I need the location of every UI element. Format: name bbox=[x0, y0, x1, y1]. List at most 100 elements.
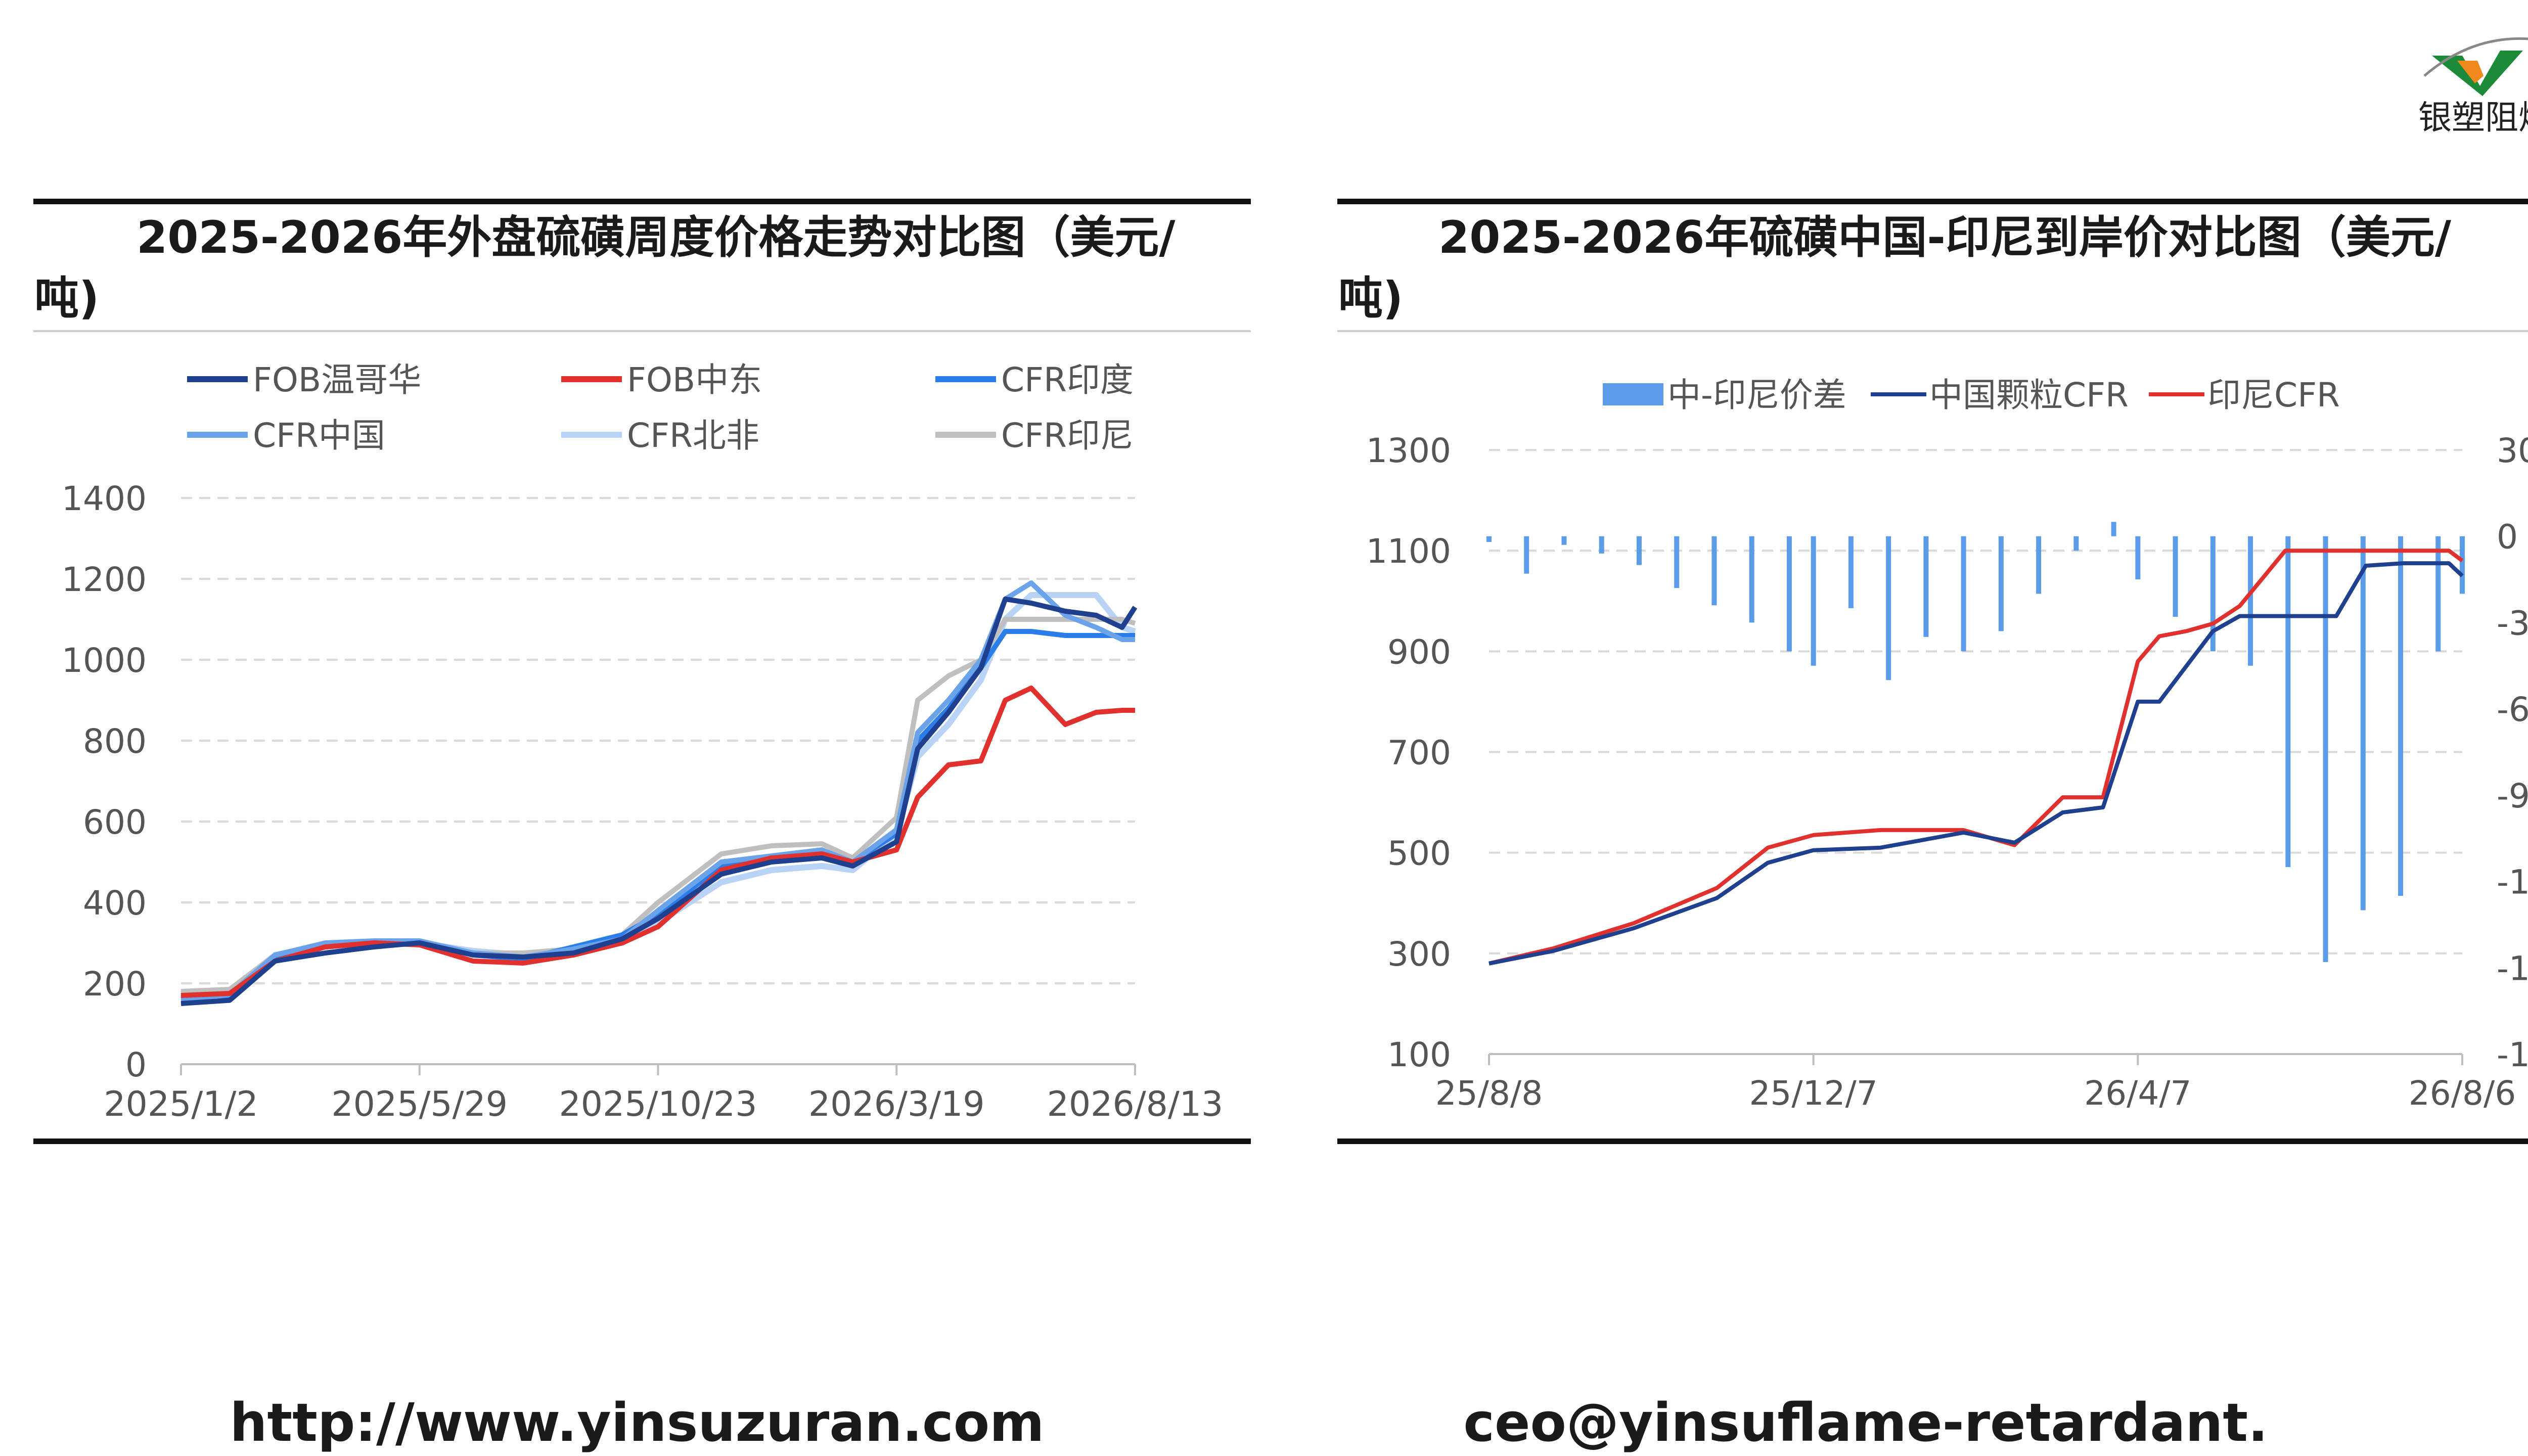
spread-bar bbox=[1636, 536, 1642, 565]
y-tick-label-right: 0 bbox=[2497, 518, 2518, 557]
series-line-1 bbox=[180, 686, 1135, 998]
chart-right-title: 2025-2026年硫磺中国-印尼到岸价对比图（美元/ bbox=[1438, 211, 2452, 263]
chart-right: 2025-2026年硫磺中国-印尼到岸价对比图（美元/ 吨) 100300500… bbox=[1337, 199, 2528, 1144]
x-tick-label: 2026/3/19 bbox=[808, 1084, 985, 1124]
chart-right-x-axis: 25/8/8 25/12/7 26/4/7 26/8/6 bbox=[1435, 1054, 2516, 1113]
legend-label: 中-印尼价差 bbox=[1667, 376, 1846, 415]
logo: 银塑阻燃 bbox=[2418, 37, 2528, 137]
chart-left-x-axis: 2025/1/2 2025/5/29 2025/10/23 2026/3/19 2026… bbox=[104, 1064, 1223, 1124]
logo-mark-icon bbox=[2423, 37, 2528, 96]
spread-bar bbox=[2360, 536, 2366, 911]
spread-bar bbox=[2173, 536, 2178, 617]
y-tick-label: 1200 bbox=[62, 560, 147, 599]
y-tick-label: 1000 bbox=[62, 641, 147, 680]
chart-right-y-axis-right: 30 0 -30 -60 -90 -12( -15( -18( bbox=[2497, 431, 2528, 1074]
footer-email[interactable]: ceo@yinsuflame-retardant. bbox=[1463, 1392, 2268, 1453]
y-tick-label-right: -30 bbox=[2497, 604, 2528, 643]
spread-bar bbox=[2036, 536, 2042, 594]
spread-bar bbox=[1749, 536, 1754, 623]
spread-bar bbox=[2285, 536, 2291, 868]
spread-bar bbox=[1923, 536, 1929, 637]
spread-bar bbox=[2210, 536, 2216, 652]
y-tick-label: 800 bbox=[83, 722, 147, 761]
y-tick-label-left: 300 bbox=[1387, 935, 1451, 974]
y-tick-label-left: 500 bbox=[1387, 834, 1451, 873]
series-line-2 bbox=[1488, 549, 2464, 966]
x-tick-label: 2025/5/29 bbox=[331, 1084, 508, 1124]
chart-left-bottom-rule bbox=[33, 1139, 1251, 1144]
legend-label: CFR印度 bbox=[1001, 360, 1134, 399]
chart-right-title-line2: 吨) bbox=[1338, 272, 1403, 324]
spread-bar bbox=[1848, 536, 1854, 608]
y-tick-label-right: -12( bbox=[2497, 863, 2528, 902]
y-tick-label-right: -60 bbox=[2497, 690, 2528, 729]
chart-right-top-rule bbox=[1337, 199, 2528, 204]
chart-left-plot-area bbox=[180, 580, 1138, 1006]
spread-bar bbox=[1599, 536, 1604, 554]
legend-label: FOB温哥华 bbox=[253, 360, 421, 399]
chart-right-bars bbox=[1486, 522, 2465, 962]
chart-left-title-line2: 吨) bbox=[34, 272, 99, 324]
spread-bar bbox=[1961, 536, 1966, 652]
y-tick-label-left: 1100 bbox=[1366, 532, 1451, 571]
spread-bar bbox=[1998, 536, 2004, 631]
series-line-0 bbox=[180, 597, 1138, 1006]
chart-left-title-divider bbox=[33, 330, 1251, 332]
spread-bar bbox=[1486, 536, 1492, 542]
logo-text: 银塑阻燃 bbox=[2418, 98, 2528, 137]
spread-bar bbox=[2073, 536, 2079, 551]
spread-bar bbox=[1811, 536, 1816, 666]
y-tick-label: 600 bbox=[83, 803, 147, 842]
chart-left: 2025-2026年外盘硫磺周度价格走势对比图（美元/ 吨) 0 200 400 60… bbox=[33, 199, 1251, 1144]
chart-left-legend: FOB温哥华 FOB中东 CFR印度 CFR中国 CFR北非 CFR印尼 bbox=[187, 360, 1134, 455]
spread-bar bbox=[1711, 536, 1717, 606]
chart-left-title: 2025-2026年外盘硫磺周度价格走势对比图（美元/ bbox=[137, 211, 1176, 263]
spread-bar bbox=[1524, 536, 1529, 574]
series-line-1 bbox=[1488, 561, 2464, 966]
spread-bar bbox=[2323, 536, 2328, 962]
spread-bar bbox=[2435, 536, 2441, 652]
y-tick-label: 400 bbox=[83, 884, 147, 923]
x-tick-label: 2025/1/2 bbox=[104, 1084, 258, 1124]
y-tick-label: 200 bbox=[83, 965, 147, 1004]
spread-bar bbox=[1561, 536, 1567, 545]
footer-website[interactable]: http://www.yinsuzuran.com bbox=[230, 1392, 1044, 1453]
spread-bar bbox=[1786, 536, 1792, 652]
chart-right-plot-area bbox=[1488, 549, 2464, 966]
spread-bar bbox=[2248, 536, 2253, 666]
y-tick-label-right: -18( bbox=[2497, 1035, 2528, 1074]
chart-right-gridlines bbox=[1489, 449, 2462, 1055]
y-tick-label-left: 1300 bbox=[1366, 431, 1451, 470]
x-tick-label: 2025/10/23 bbox=[559, 1084, 757, 1124]
chart-right-y-axis-left: 100 300 500 700 900 1100 1300 bbox=[1366, 431, 1451, 1074]
y-tick-label-right: 30 bbox=[2497, 431, 2528, 470]
chart-right-legend: 中-印尼价差 中国颗粒CFR 印尼CFR bbox=[1603, 376, 2340, 415]
legend-label: 中国颗粒CFR bbox=[1929, 376, 2129, 415]
chart-right-bottom-rule bbox=[1337, 1139, 2528, 1144]
chart-left-y-axis: 0 200 400 600 800 1000 1200 1400 bbox=[62, 479, 147, 1084]
y-tick-label-left: 700 bbox=[1387, 734, 1451, 772]
spread-bar bbox=[1886, 536, 1891, 680]
x-tick-label: 25/12/7 bbox=[1749, 1074, 1877, 1113]
x-tick-label: 26/4/7 bbox=[2084, 1074, 2191, 1113]
x-tick-label: 25/8/8 bbox=[1435, 1074, 1543, 1113]
y-tick-label-left: 900 bbox=[1387, 632, 1451, 671]
y-tick-label-left: 100 bbox=[1387, 1035, 1451, 1074]
chart-right-title-divider bbox=[1337, 330, 2528, 332]
y-tick-label-right: -15( bbox=[2497, 949, 2528, 988]
x-tick-label: 26/8/6 bbox=[2409, 1074, 2516, 1113]
legend-label: CFR中国 bbox=[253, 416, 385, 455]
x-tick-label: 2026/8/13 bbox=[1047, 1084, 1224, 1124]
legend-label: 印尼CFR bbox=[2207, 376, 2340, 415]
legend-label: FOB中东 bbox=[627, 360, 762, 399]
spread-bar bbox=[2460, 536, 2465, 594]
legend-label: CFR北非 bbox=[627, 416, 759, 455]
spread-bar bbox=[2135, 536, 2141, 580]
legend-label: CFR印尼 bbox=[1001, 416, 1134, 455]
spread-bar bbox=[2398, 536, 2404, 896]
y-tick-label: 0 bbox=[125, 1045, 147, 1084]
chart-left-top-rule bbox=[33, 199, 1251, 204]
y-tick-label-right: -90 bbox=[2497, 777, 2528, 815]
y-tick-label: 1400 bbox=[62, 479, 147, 518]
